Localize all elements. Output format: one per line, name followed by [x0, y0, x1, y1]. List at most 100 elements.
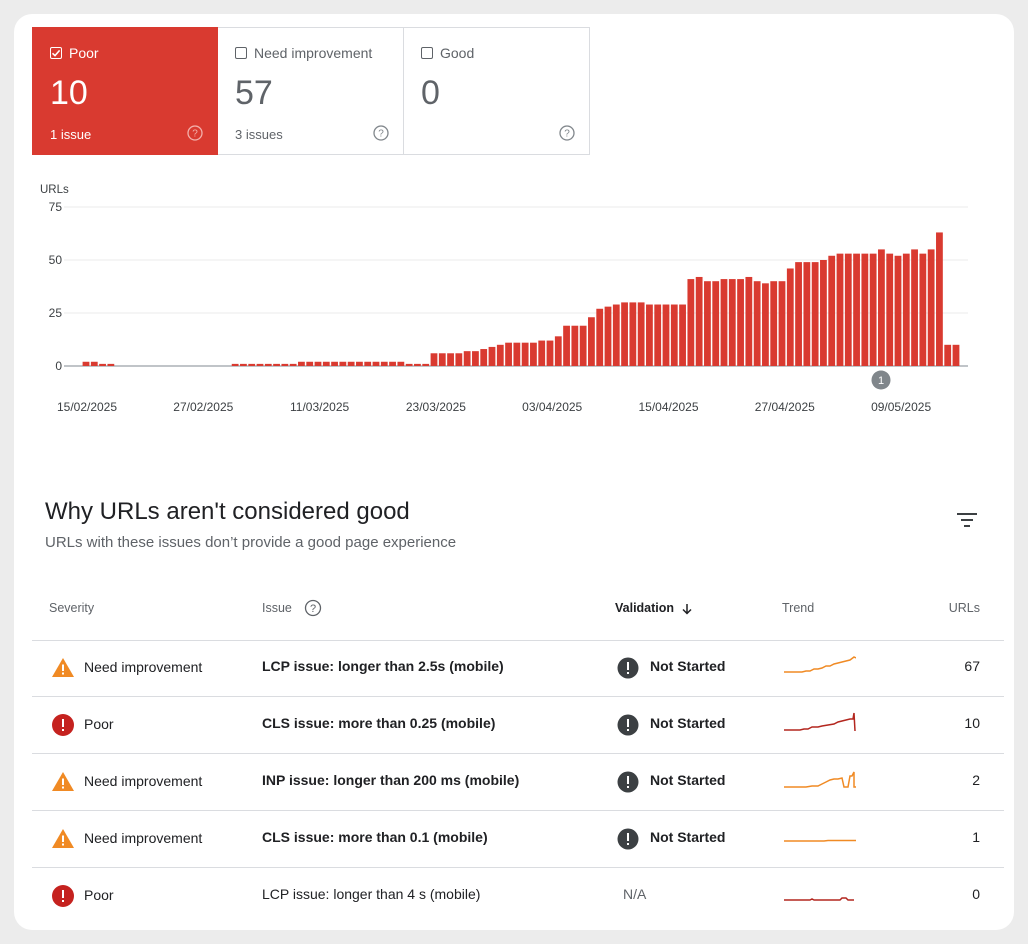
chart-bar[interactable] [414, 363, 421, 366]
chart-bar[interactable] [670, 304, 678, 366]
need-improvement-checkbox[interactable] [235, 47, 247, 59]
table-row[interactable]: Need improvement CLS issue: more than 0.… [32, 811, 1004, 868]
chart-bar[interactable] [563, 325, 570, 366]
chart-bar[interactable] [828, 255, 836, 366]
chart-bar[interactable] [836, 253, 844, 366]
chart-bar[interactable] [778, 281, 786, 366]
chart-bar[interactable] [521, 342, 529, 366]
validation-header[interactable]: Validation [615, 601, 692, 615]
chart-bar[interactable] [911, 249, 918, 366]
chart-bar[interactable] [397, 361, 405, 366]
chart-bar[interactable] [480, 349, 488, 366]
chart-bar[interactable] [654, 304, 662, 366]
chart-bar[interactable] [530, 342, 537, 366]
chart-bar[interactable] [737, 279, 744, 366]
chart-bar[interactable] [728, 279, 736, 366]
chart-bar[interactable] [745, 276, 753, 366]
good-checkbox[interactable] [421, 47, 433, 59]
chart-bar[interactable] [356, 361, 363, 366]
chart-bar[interactable] [347, 361, 355, 366]
chart-bar[interactable] [571, 325, 579, 366]
chart-bar[interactable] [306, 361, 314, 366]
chart-bar[interactable] [422, 363, 430, 366]
chart-bar[interactable] [712, 281, 720, 366]
chart-bar[interactable] [496, 344, 504, 366]
chart-bar[interactable] [919, 253, 927, 366]
need-improvement-card[interactable]: Need improvement 57 3 issues ? [218, 27, 404, 155]
chart-bar[interactable] [687, 279, 695, 366]
chart-bar[interactable] [927, 249, 935, 366]
chart-bar[interactable] [372, 361, 380, 366]
issue-header[interactable]: Issue ? [262, 599, 322, 617]
chart-bar[interactable] [455, 353, 463, 366]
chart-bar[interactable] [844, 253, 852, 366]
chart-bar[interactable] [579, 325, 587, 366]
table-row[interactable]: Poor LCP issue: longer than 4 s (mobile)… [32, 868, 1004, 924]
chart-bar[interactable] [546, 340, 554, 366]
chart-bar[interactable] [107, 363, 115, 366]
help-icon[interactable]: ? [187, 125, 203, 146]
help-icon[interactable]: ? [304, 599, 322, 617]
chart-bar[interactable] [704, 281, 711, 366]
chart-bar[interactable] [588, 317, 595, 366]
chart-bar[interactable] [853, 253, 860, 366]
chart-bar[interactable] [936, 232, 943, 366]
chart-bar[interactable] [513, 342, 521, 366]
chart-bar[interactable] [786, 268, 794, 366]
chart-bar[interactable] [505, 342, 512, 366]
chart-bar[interactable] [720, 279, 728, 366]
chart-bar[interactable] [90, 361, 98, 366]
chart-bar[interactable] [944, 344, 952, 366]
chart-bar[interactable] [886, 253, 894, 366]
chart-bar[interactable] [273, 363, 280, 366]
chart-bar[interactable] [447, 353, 454, 366]
chart-bar[interactable] [803, 262, 811, 366]
help-icon[interactable]: ? [559, 125, 575, 146]
chart-bar[interactable] [240, 363, 247, 366]
chart-bar[interactable] [99, 363, 106, 366]
table-row[interactable]: Poor CLS issue: more than 0.25 (mobile) … [32, 697, 1004, 754]
chart-bar[interactable] [795, 262, 802, 366]
chart-bar[interactable] [389, 361, 396, 366]
chart-bar[interactable] [952, 344, 960, 366]
chart-bar[interactable] [629, 302, 637, 366]
chart-bar[interactable] [554, 336, 562, 366]
chart-bar[interactable] [770, 281, 778, 366]
chart-bar[interactable] [405, 363, 413, 366]
chart-bar[interactable] [264, 363, 272, 366]
chart-bar[interactable] [762, 283, 769, 366]
chart-bar[interactable] [380, 361, 388, 366]
chart-bar[interactable] [463, 351, 471, 366]
chart-bar[interactable] [256, 363, 264, 366]
chart-bar[interactable] [695, 276, 703, 366]
chart-bar[interactable] [811, 262, 819, 366]
chart-bar[interactable] [472, 351, 479, 366]
good-card[interactable]: Good 0 ? [404, 27, 590, 155]
chart-bar[interactable] [248, 363, 256, 366]
chart-bar[interactable] [82, 361, 90, 366]
chart-bar[interactable] [488, 346, 496, 366]
chart-bar[interactable] [662, 304, 670, 366]
chart-bar[interactable] [289, 363, 297, 366]
chart-bar[interactable] [679, 304, 686, 366]
chart-bar[interactable] [298, 361, 305, 366]
poor-card[interactable]: Poor 10 1 issue ? [32, 27, 218, 155]
chart-bar[interactable] [878, 249, 885, 366]
chart-bar[interactable] [869, 253, 877, 366]
chart-bar[interactable] [612, 304, 620, 366]
table-row[interactable]: Need improvement LCP issue: longer than … [32, 640, 1004, 697]
annotation-marker[interactable] [871, 370, 891, 390]
chart-bar[interactable] [430, 353, 438, 366]
chart-bar[interactable] [339, 361, 347, 366]
chart-bar[interactable] [861, 253, 869, 366]
chart-bar[interactable] [281, 363, 289, 366]
chart-bar[interactable] [894, 255, 902, 366]
chart-bar[interactable] [753, 281, 761, 366]
chart-bar[interactable] [637, 302, 645, 366]
chart-bar[interactable] [604, 306, 612, 366]
urls-header[interactable]: URLs [948, 601, 980, 615]
chart-bar[interactable] [596, 308, 604, 366]
poor-checkbox[interactable] [50, 47, 62, 59]
chart-bar[interactable] [322, 361, 330, 366]
chart-bar[interactable] [331, 361, 338, 366]
